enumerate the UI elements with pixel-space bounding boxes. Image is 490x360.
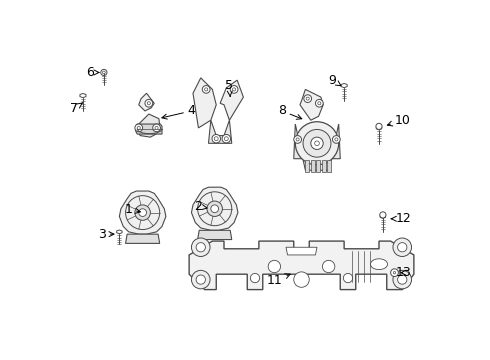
Circle shape bbox=[196, 243, 205, 252]
Circle shape bbox=[153, 124, 160, 132]
Circle shape bbox=[192, 270, 210, 289]
Circle shape bbox=[294, 272, 309, 287]
Text: 1: 1 bbox=[124, 203, 140, 216]
Text: 6: 6 bbox=[86, 66, 99, 79]
Polygon shape bbox=[311, 160, 315, 172]
Polygon shape bbox=[300, 89, 323, 120]
Circle shape bbox=[304, 95, 312, 103]
Circle shape bbox=[376, 123, 382, 130]
Text: 9: 9 bbox=[329, 74, 341, 87]
Circle shape bbox=[392, 270, 397, 275]
Circle shape bbox=[224, 137, 228, 141]
Circle shape bbox=[393, 271, 395, 274]
Circle shape bbox=[393, 238, 412, 256]
Circle shape bbox=[311, 137, 323, 149]
Polygon shape bbox=[193, 78, 216, 128]
Circle shape bbox=[137, 126, 140, 130]
Polygon shape bbox=[305, 160, 309, 172]
Circle shape bbox=[268, 260, 281, 273]
Text: 12: 12 bbox=[392, 212, 412, 225]
Circle shape bbox=[296, 138, 299, 141]
Circle shape bbox=[222, 134, 231, 143]
Text: 4: 4 bbox=[162, 104, 196, 119]
Circle shape bbox=[397, 275, 407, 284]
Polygon shape bbox=[197, 230, 232, 239]
Polygon shape bbox=[120, 191, 166, 234]
Polygon shape bbox=[321, 160, 325, 172]
Circle shape bbox=[147, 102, 150, 105]
Circle shape bbox=[196, 275, 205, 284]
Text: 11: 11 bbox=[267, 274, 290, 287]
Circle shape bbox=[335, 138, 338, 141]
Circle shape bbox=[295, 122, 339, 165]
Circle shape bbox=[294, 136, 301, 143]
Polygon shape bbox=[139, 93, 154, 111]
Circle shape bbox=[303, 130, 331, 157]
Circle shape bbox=[316, 99, 323, 107]
Circle shape bbox=[306, 97, 309, 100]
Circle shape bbox=[343, 274, 353, 283]
Circle shape bbox=[207, 201, 222, 216]
Polygon shape bbox=[286, 247, 317, 255]
Circle shape bbox=[202, 86, 210, 93]
Polygon shape bbox=[380, 215, 386, 218]
Circle shape bbox=[102, 71, 105, 74]
Polygon shape bbox=[117, 230, 122, 234]
Circle shape bbox=[322, 260, 335, 273]
Circle shape bbox=[101, 69, 107, 76]
Text: 8: 8 bbox=[278, 104, 302, 119]
Circle shape bbox=[230, 86, 238, 93]
Text: 3: 3 bbox=[98, 228, 114, 240]
Circle shape bbox=[250, 274, 260, 283]
Circle shape bbox=[155, 126, 158, 130]
Polygon shape bbox=[125, 234, 160, 243]
Circle shape bbox=[205, 88, 208, 91]
Text: 2: 2 bbox=[195, 200, 207, 213]
Polygon shape bbox=[294, 124, 340, 170]
Polygon shape bbox=[136, 114, 160, 137]
Circle shape bbox=[212, 134, 220, 143]
Text: 5: 5 bbox=[225, 79, 233, 96]
Polygon shape bbox=[376, 126, 382, 130]
Circle shape bbox=[135, 124, 143, 132]
Circle shape bbox=[214, 137, 218, 141]
Circle shape bbox=[397, 243, 407, 252]
Circle shape bbox=[380, 212, 386, 218]
Circle shape bbox=[192, 238, 210, 256]
Polygon shape bbox=[341, 84, 347, 87]
Polygon shape bbox=[209, 120, 232, 143]
Polygon shape bbox=[136, 124, 162, 134]
Circle shape bbox=[318, 102, 321, 105]
Text: 10: 10 bbox=[387, 114, 411, 127]
Circle shape bbox=[233, 88, 236, 91]
Circle shape bbox=[211, 205, 219, 213]
Polygon shape bbox=[327, 160, 331, 172]
Polygon shape bbox=[220, 80, 244, 120]
Polygon shape bbox=[316, 160, 320, 172]
Circle shape bbox=[393, 270, 412, 289]
Circle shape bbox=[333, 136, 340, 143]
Text: 7: 7 bbox=[70, 102, 82, 115]
Circle shape bbox=[145, 99, 153, 107]
Polygon shape bbox=[192, 187, 238, 230]
Circle shape bbox=[139, 209, 147, 216]
Circle shape bbox=[135, 205, 150, 220]
Polygon shape bbox=[80, 94, 86, 98]
Circle shape bbox=[315, 141, 319, 145]
Circle shape bbox=[391, 269, 398, 276]
Ellipse shape bbox=[370, 259, 388, 270]
Polygon shape bbox=[189, 241, 414, 289]
Text: 13: 13 bbox=[396, 266, 412, 279]
